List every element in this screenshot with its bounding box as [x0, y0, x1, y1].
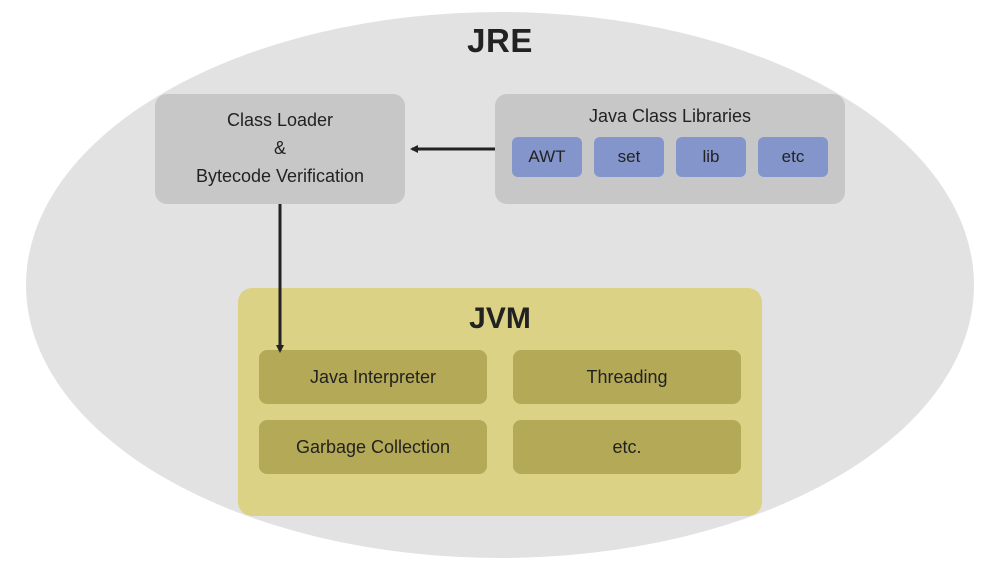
libraries-box: Java Class Libraries AWT set lib etc	[495, 94, 845, 204]
jvm-item-gc: Garbage Collection	[259, 420, 487, 474]
jvm-item-interpreter: Java Interpreter	[259, 350, 487, 404]
classloader-box: Class Loader & Bytecode Verification	[155, 94, 405, 204]
jvm-grid: Java Interpreter Threading Garbage Colle…	[259, 350, 741, 474]
jvm-box: JVM Java Interpreter Threading Garbage C…	[238, 288, 762, 516]
chip-set: set	[594, 137, 664, 177]
jre-title: JRE	[0, 22, 1000, 60]
jvm-item-threading: Threading	[513, 350, 741, 404]
jvm-item-etc: etc.	[513, 420, 741, 474]
classloader-line1: Class Loader	[227, 107, 333, 135]
classloader-line2: &	[274, 135, 286, 163]
libraries-chips: AWT set lib etc	[512, 137, 828, 177]
jvm-title: JVM	[469, 302, 531, 336]
classloader-line3: Bytecode Verification	[196, 163, 364, 191]
chip-awt: AWT	[512, 137, 582, 177]
chip-lib: lib	[676, 137, 746, 177]
libraries-title: Java Class Libraries	[589, 106, 751, 127]
chip-etc: etc	[758, 137, 828, 177]
